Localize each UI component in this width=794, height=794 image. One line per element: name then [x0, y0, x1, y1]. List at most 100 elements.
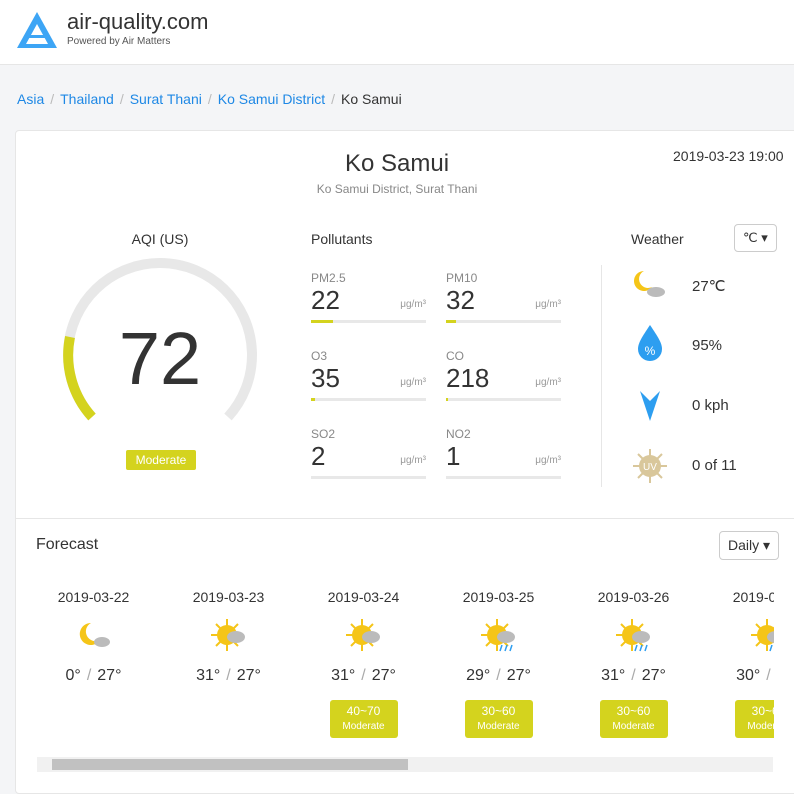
temp-low: 27° [236, 667, 261, 684]
unit-button[interactable]: ℃ ▾ [734, 224, 777, 252]
temp-separator: / [766, 667, 771, 684]
temp-low: 27° [641, 667, 666, 684]
forecast-title: Forecast [36, 536, 99, 553]
forecast-aqi: 30~60 Moderate [734, 700, 774, 738]
weather-value: 27℃ [692, 278, 726, 295]
breadcrumb-separator: / [119, 91, 124, 107]
aqi-level: Moderate [747, 721, 774, 732]
forecast-temp: 29° / 27° [431, 667, 566, 685]
breadcrumb-separator: / [207, 91, 212, 107]
pollutant-value: 35 [311, 363, 340, 393]
temp-separator: / [361, 667, 366, 684]
aqi-range: 30~60 [616, 704, 651, 718]
scroll-thumb[interactable] [52, 759, 408, 770]
breadcrumb-separator: / [331, 91, 335, 107]
site-title[interactable]: air-quality.com [67, 9, 209, 34]
divider [16, 518, 794, 519]
weather-icon [480, 619, 515, 652]
pollutant-unit: μg/m³ [400, 377, 426, 388]
pollutant-bar-fill [446, 398, 448, 401]
temp-separator: / [496, 667, 501, 684]
forecast-temp: 30°/27° [701, 667, 774, 685]
pollutant-bar [311, 476, 426, 479]
temp-separator: / [86, 667, 92, 684]
weather-icon [615, 619, 650, 652]
pollutant: NO2 1 μg/m³ [446, 427, 561, 497]
weather-value: 95% [692, 337, 723, 354]
breadcrumb-current: Ko Samui [340, 91, 402, 107]
forecast-day: 2019-03-23 31° / 27° [161, 580, 296, 685]
forecast-temp: 0° / 27° [26, 667, 161, 685]
temp-high: 31° [196, 667, 221, 684]
breadcrumb-link[interactable]: Surat Thani [129, 91, 202, 107]
aqi-label: AQI (US) [131, 231, 189, 247]
forecast-aqi: 30~60 Moderate [464, 700, 533, 738]
forecast-aqi: 40~70 Moderate [329, 700, 398, 738]
aqi-level: Moderate [126, 450, 196, 470]
mode-button[interactable]: Daily ▾ [719, 531, 780, 560]
header: air-quality.com Powered by Air Matters [0, 0, 794, 65]
forecast-date: 2019-03-25 [462, 589, 535, 605]
forecast-day: 2019-03-22 0° / 27° [26, 580, 161, 685]
aqi-range: 40~70 [346, 704, 381, 718]
pollutant: SO2 2 μg/m³ [311, 427, 426, 497]
temp-low: 27° [371, 667, 396, 684]
aqi-level: Moderate [342, 721, 385, 732]
forecast-temp: 31° / 27° [161, 667, 296, 685]
uv-icon-label: UV [643, 462, 657, 473]
mode-label: Daily [728, 537, 760, 553]
pollutant: O3 35 μg/m³ [311, 349, 426, 419]
pollutant-unit: μg/m³ [535, 377, 561, 388]
breadcrumb: Asia / Thailand / Surat Thani / Ko Samui Distr… [17, 91, 402, 107]
pollutant-name: SO2 [311, 427, 336, 441]
weather-icon [345, 619, 380, 651]
pollutant-name: PM10 [446, 271, 478, 285]
forecast-temp: 31° / 27° [296, 667, 431, 685]
temp-high: 30° [736, 667, 761, 684]
aqi-gauge [63, 258, 257, 421]
forecast-day: 2019-03-25 29° / 27° 30~60 Moderate [431, 580, 566, 738]
temp-high: 29° [466, 667, 491, 684]
scrollbar[interactable] [37, 757, 773, 772]
forecast-date: 2019-03-23 [192, 589, 265, 605]
forecast-list: 2019-03-22 0°/27° 2019-03-23 31°/27° 2019-03… [26, 580, 774, 750]
pollutant-bar [446, 476, 561, 479]
breadcrumb-link[interactable]: Asia [17, 91, 45, 107]
icon-wrap [161, 617, 296, 657]
pollutant-bar [446, 320, 561, 323]
forecast-day: 2019-03-24 31° / 27° 40~70 Moderate [296, 580, 431, 738]
forecast-date: 2019-03-24 [327, 589, 400, 605]
pollutant-unit: μg/m³ [535, 299, 561, 310]
pollutant-value: 1 [446, 441, 461, 471]
unit-label: ℃ [743, 230, 758, 245]
humidity-icon-label: % [645, 344, 656, 358]
icon-wrap [701, 617, 774, 657]
forecast-day: 2019-03-26 31° / 27° 30~60 Moderate [566, 580, 701, 738]
pollutant-bar [311, 398, 426, 401]
icon-wrap [296, 617, 431, 657]
pollutant-name: CO [446, 349, 464, 363]
weather-icon [79, 622, 110, 647]
pollutant-bar-fill [311, 320, 333, 323]
breadcrumb-link[interactable]: Thailand [60, 91, 114, 107]
weather-icon [750, 619, 774, 652]
breadcrumb-link[interactable]: Ko Samui District [217, 91, 326, 107]
temp-high: 31° [331, 667, 356, 684]
weather-icon [210, 619, 245, 651]
logo [17, 12, 57, 48]
pollutant-value: 32 [446, 285, 475, 315]
pollutant-bar-fill [311, 398, 315, 401]
temp-low: 27° [97, 667, 122, 684]
pollutant-name: NO2 [446, 427, 471, 441]
aqi-level: Moderate [612, 721, 655, 732]
pollutant-unit: μg/m³ [400, 299, 426, 310]
temp-low: 27° [506, 667, 531, 684]
forecast-date: 2019-03-22 [57, 589, 130, 605]
temp-separator: / [226, 667, 231, 684]
pollutant-unit: μg/m³ [535, 455, 561, 466]
pollutant: CO 218 μg/m³ [446, 349, 561, 419]
pollutant-bar-fill [446, 320, 456, 323]
datetime: 2019-03-23 19:00 [673, 148, 784, 164]
weather-value: 0 kph [692, 397, 729, 414]
